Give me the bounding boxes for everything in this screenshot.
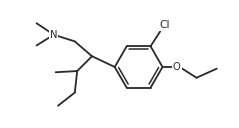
Text: Cl: Cl: [159, 20, 169, 30]
Text: N: N: [50, 30, 58, 40]
Text: O: O: [173, 62, 181, 72]
